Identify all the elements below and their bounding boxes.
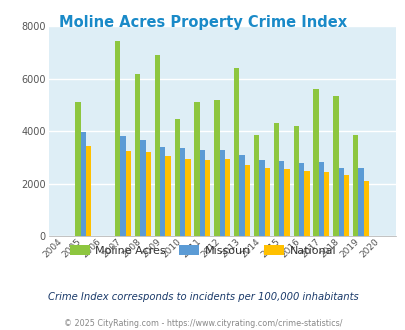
Bar <box>194 102 199 236</box>
Bar <box>239 155 244 236</box>
Bar <box>185 159 190 236</box>
Bar <box>304 171 309 236</box>
Bar <box>323 172 329 236</box>
Text: Moline Acres Property Crime Index: Moline Acres Property Crime Index <box>59 15 346 30</box>
Bar <box>115 41 120 236</box>
Bar <box>284 169 289 236</box>
Bar <box>174 119 179 236</box>
Bar <box>343 175 348 236</box>
Bar <box>244 165 249 236</box>
Bar <box>298 163 304 236</box>
Bar <box>278 161 284 236</box>
Bar <box>126 151 131 236</box>
Bar <box>313 89 318 236</box>
Bar <box>165 156 171 236</box>
Bar <box>264 168 269 236</box>
Bar <box>86 146 91 236</box>
Bar <box>273 123 278 236</box>
Bar <box>134 74 140 236</box>
Bar <box>333 96 338 236</box>
Bar <box>363 181 368 236</box>
Bar <box>160 147 165 236</box>
Bar <box>81 132 86 236</box>
Bar <box>358 168 363 236</box>
Bar <box>199 149 205 236</box>
Bar <box>234 68 239 236</box>
Bar <box>352 135 358 236</box>
Bar <box>259 160 264 236</box>
Bar <box>224 159 230 236</box>
Bar <box>145 152 151 236</box>
Bar <box>338 168 343 236</box>
Bar <box>253 135 259 236</box>
Bar <box>318 162 323 236</box>
Bar <box>293 126 298 236</box>
Bar <box>179 148 185 236</box>
Bar <box>120 136 126 236</box>
Text: © 2025 CityRating.com - https://www.cityrating.com/crime-statistics/: © 2025 CityRating.com - https://www.city… <box>64 319 341 328</box>
Legend: Moline Acres, Missouri, National: Moline Acres, Missouri, National <box>65 241 340 260</box>
Bar <box>75 102 81 236</box>
Bar <box>205 160 210 236</box>
Bar <box>214 100 219 236</box>
Bar <box>154 55 160 236</box>
Bar <box>140 140 145 236</box>
Bar <box>219 149 224 236</box>
Text: Crime Index corresponds to incidents per 100,000 inhabitants: Crime Index corresponds to incidents per… <box>47 292 358 302</box>
